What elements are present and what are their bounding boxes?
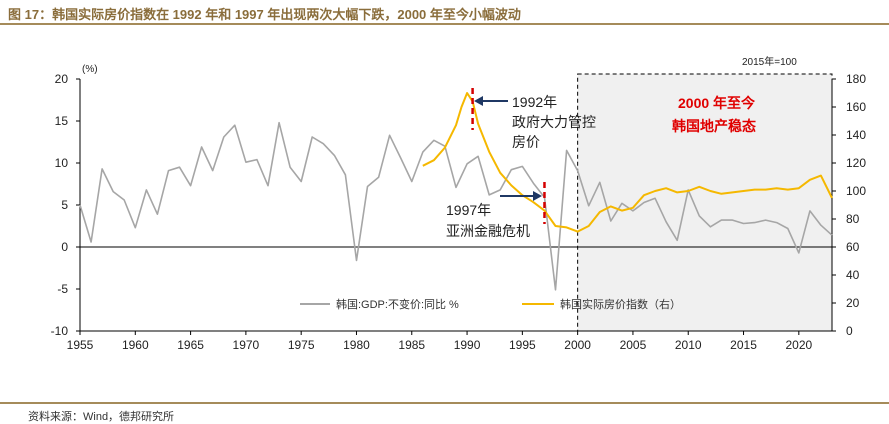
x-tick-label: 2000 bbox=[564, 338, 591, 352]
gdp-growth-line bbox=[79, 121, 833, 291]
period-shade-box bbox=[577, 73, 833, 332]
right-tick-label: 0 bbox=[846, 324, 853, 338]
annotation-1992-text: 政府大力管控 bbox=[512, 114, 596, 130]
source-note: 资料来源：Wind，德邦研究所 bbox=[28, 411, 175, 423]
right-tick-label: 100 bbox=[846, 184, 866, 198]
annotation-1992-year: 1992年 bbox=[512, 94, 557, 110]
period-label-line2: 韩国地产稳态 bbox=[672, 118, 756, 134]
right-tick-label: 160 bbox=[846, 100, 866, 114]
left-tick-label: 15 bbox=[55, 114, 69, 128]
x-tick-label: 1960 bbox=[122, 338, 149, 352]
x-tick-label: 1980 bbox=[343, 338, 370, 352]
right-tick-label: 140 bbox=[846, 128, 866, 142]
x-tick-label: 2015 bbox=[730, 338, 757, 352]
chart-title: 图 17：韩国实际房价指数在 1992 年和 1997 年出现两次大幅下跌，20… bbox=[8, 7, 521, 22]
event-1992-arrowhead bbox=[474, 96, 483, 106]
right-tick-label: 180 bbox=[846, 72, 866, 86]
legend-gdp-label: 韩国:GDP:不变价:同比 % bbox=[336, 297, 459, 311]
chart-area: -10 -5 0 5 10 15 20 0 20 40 60 80 100 120 140 160 180 195… bbox=[51, 55, 867, 352]
x-tick-label: 1975 bbox=[288, 338, 315, 352]
left-tick-label: -5 bbox=[57, 282, 68, 296]
right-tick-label: 120 bbox=[846, 156, 866, 170]
left-axis-unit: (%) bbox=[82, 64, 98, 75]
left-tick-label: 0 bbox=[61, 240, 68, 254]
x-tick-label: 1985 bbox=[398, 338, 425, 352]
house-price-index-line bbox=[422, 92, 833, 233]
event-1997-arrowhead bbox=[533, 191, 542, 201]
footer-rule bbox=[0, 402, 889, 404]
x-tick-label: 2020 bbox=[785, 338, 812, 352]
left-tick-label: -10 bbox=[51, 324, 69, 338]
x-tick-label: 2005 bbox=[620, 338, 647, 352]
period-label-line1: 2000 年至今 bbox=[678, 95, 755, 111]
right-tick-label: 80 bbox=[846, 212, 860, 226]
right-axis-unit: 2015年=100 bbox=[742, 55, 797, 68]
left-tick-label: 20 bbox=[55, 72, 69, 86]
annotation-1997-year: 1997年 bbox=[446, 202, 491, 218]
x-tick-label: 1995 bbox=[509, 338, 536, 352]
right-tick-label: 20 bbox=[846, 296, 860, 310]
right-tick-label: 40 bbox=[846, 268, 860, 282]
left-tick-label: 5 bbox=[61, 198, 68, 212]
x-tick-label: 1955 bbox=[67, 338, 94, 352]
x-tick-label: 1990 bbox=[454, 338, 481, 352]
legend-hpi-label: 韩国实际房价指数（右） bbox=[560, 297, 681, 311]
x-tick-label: 1965 bbox=[177, 338, 204, 352]
title-rule bbox=[0, 23, 889, 25]
annotation-1992-text-2: 房价 bbox=[512, 134, 540, 150]
left-tick-label: 10 bbox=[55, 156, 69, 170]
annotation-1997-text: 亚洲金融危机 bbox=[446, 223, 530, 239]
x-tick-label: 1970 bbox=[233, 338, 260, 352]
x-tick-label: 2010 bbox=[675, 338, 702, 352]
right-tick-label: 60 bbox=[846, 240, 860, 254]
